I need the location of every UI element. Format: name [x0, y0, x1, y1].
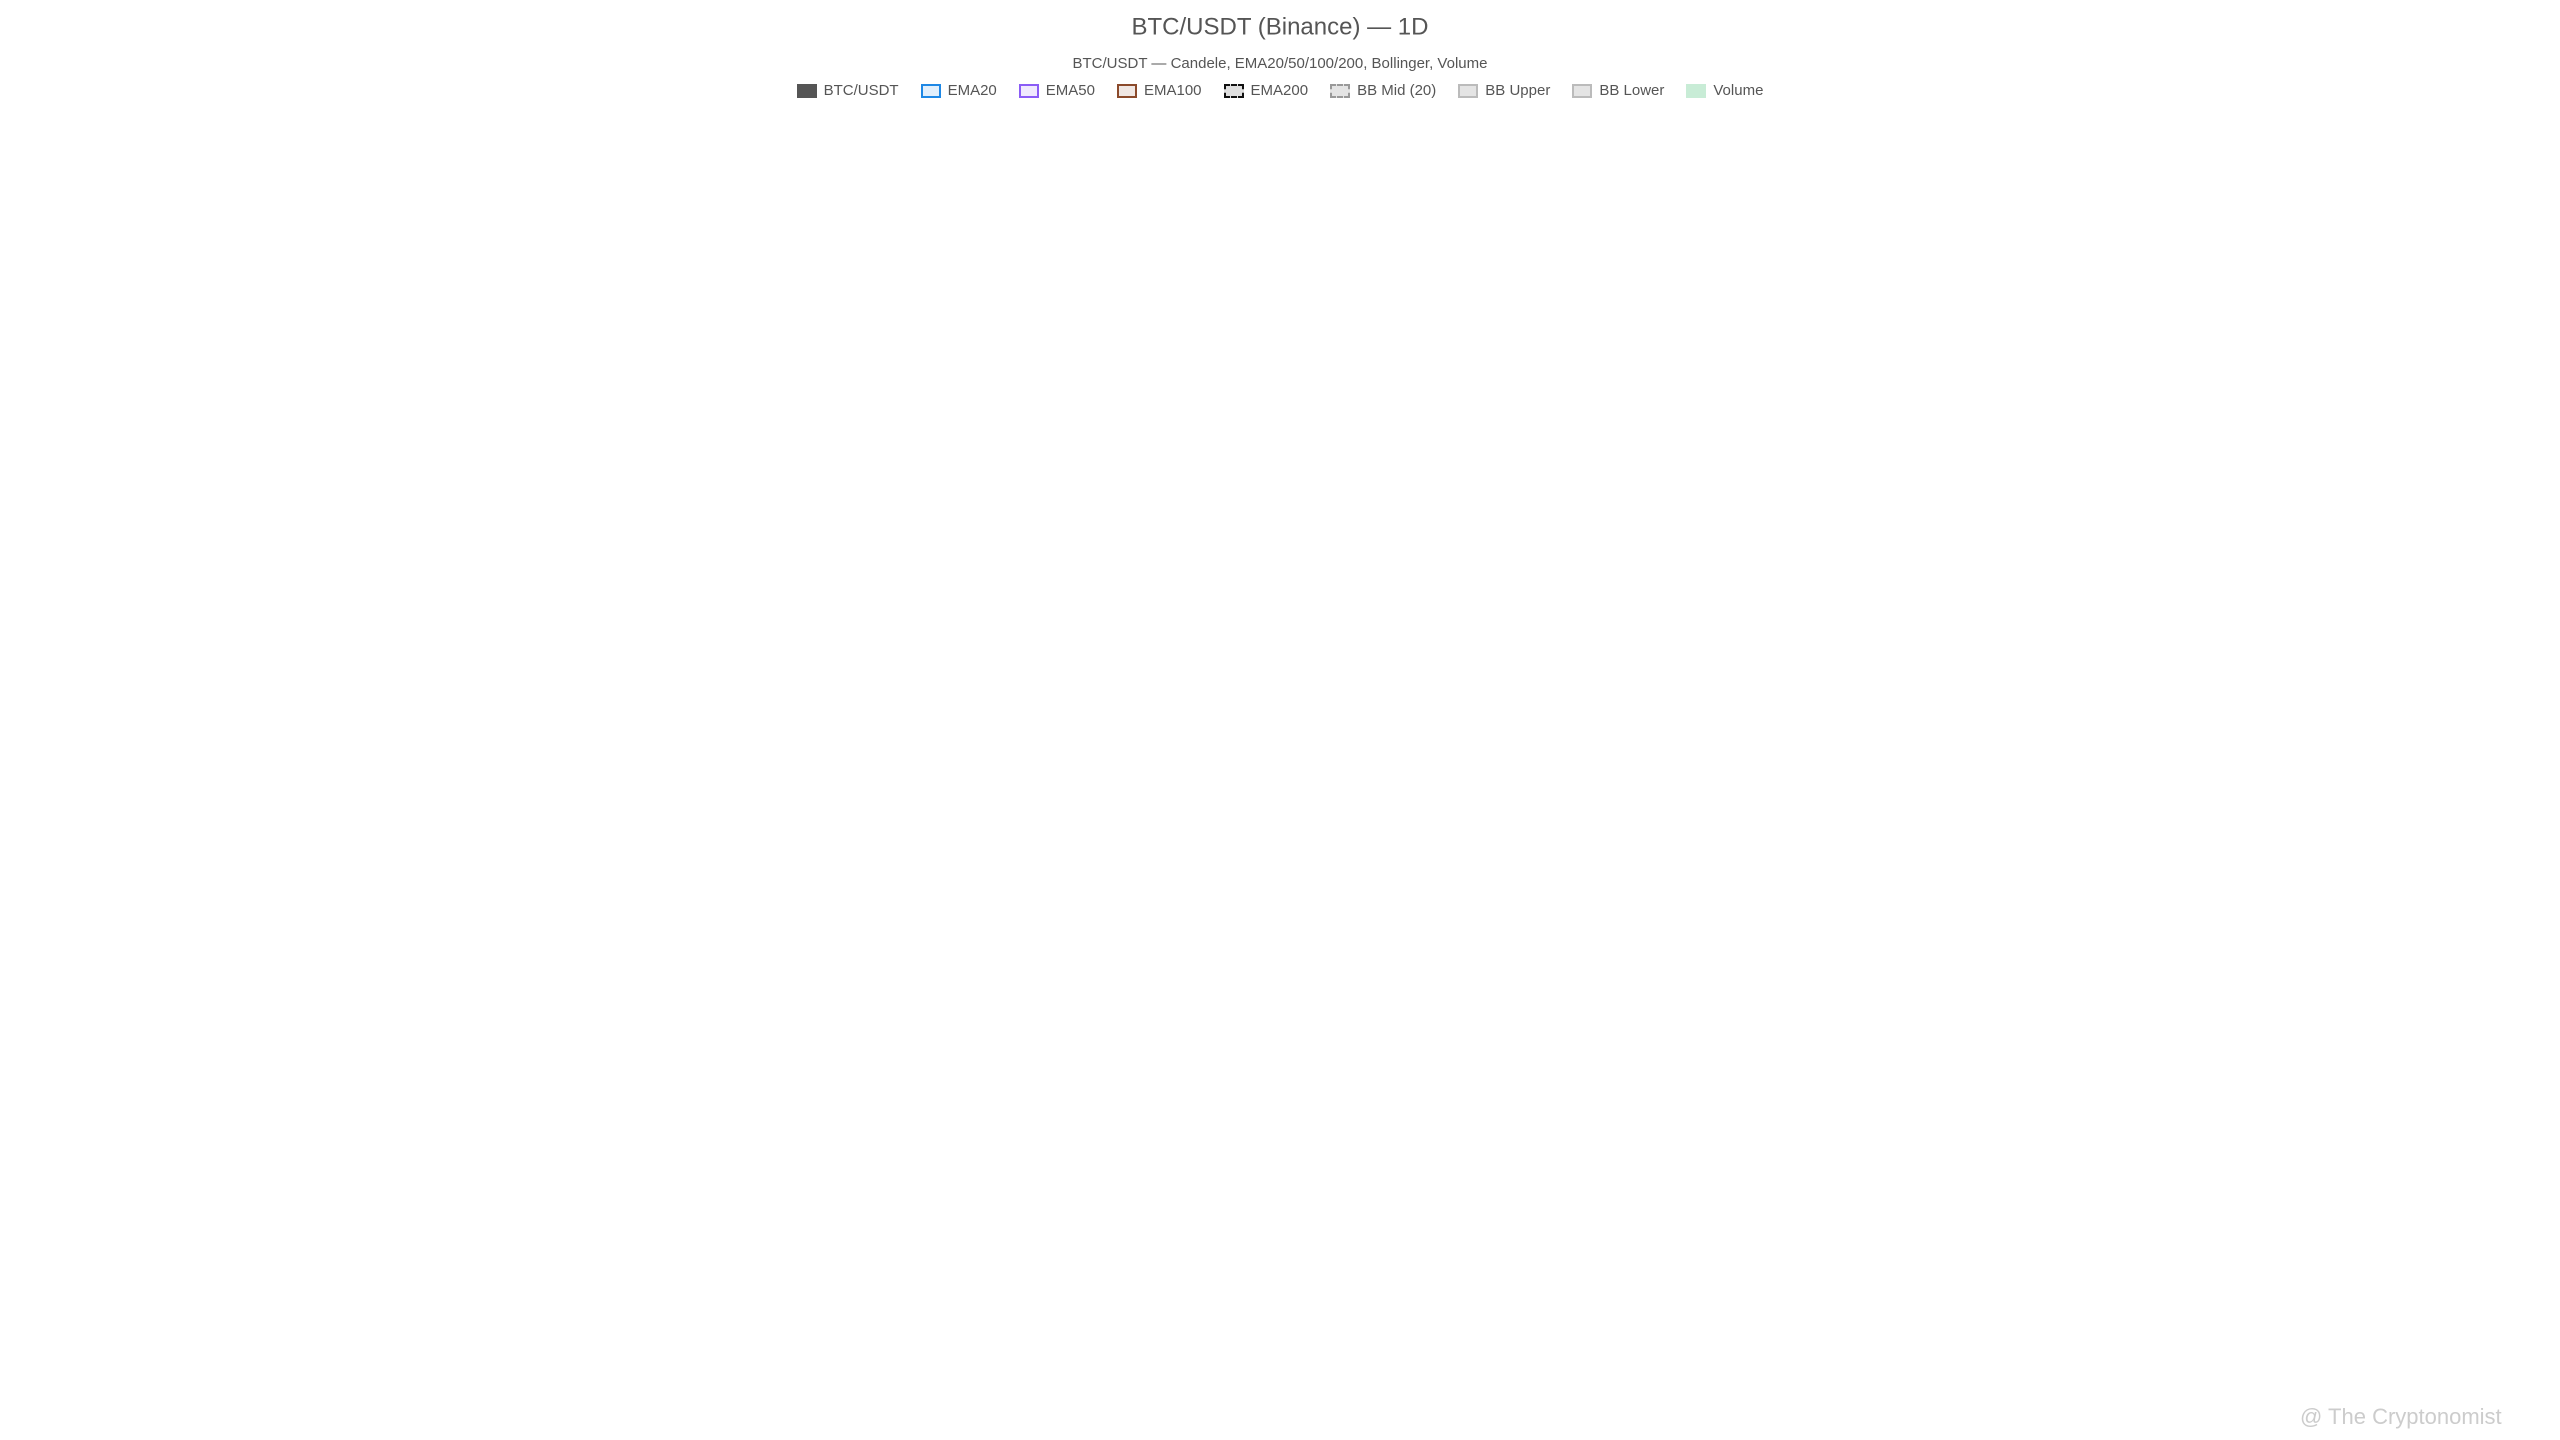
legend-label: BB Lower — [1599, 82, 1665, 99]
chart-title: BTC/USDT (Binance) — 1D — [1132, 13, 1429, 40]
legend-label: EMA200 — [1250, 82, 1309, 99]
legend-item[interactable]: BB Mid (20) — [1330, 82, 1436, 99]
legend-label: BTC/USDT — [823, 82, 899, 99]
legend-item[interactable]: BB Lower — [1572, 82, 1664, 99]
legend-swatch — [796, 83, 817, 98]
legend-item[interactable]: EMA100 — [1116, 82, 1202, 99]
legend-label: EMA20 — [947, 82, 997, 99]
legend-swatch — [1223, 83, 1244, 98]
legend-swatch — [1116, 83, 1137, 98]
legend-label: EMA100 — [1143, 82, 1202, 99]
legend-swatch — [1018, 83, 1039, 98]
chart-subtitle: BTC/USDT — Candele, EMA20/50/100/200, Bo… — [1073, 55, 1488, 72]
legend-swatch — [1330, 83, 1351, 98]
legend-label: BB Upper — [1485, 82, 1551, 99]
legend-item[interactable]: EMA50 — [1018, 82, 1095, 99]
legend-label: EMA50 — [1045, 82, 1095, 99]
legend-item[interactable]: Volume — [1686, 82, 1763, 99]
legend-item[interactable]: BB Upper — [1458, 82, 1550, 99]
watermark: @ The Cryptonomist — [2300, 1404, 2502, 1429]
legend-swatch — [1458, 83, 1479, 98]
legend-label: BB Mid (20) — [1357, 82, 1437, 99]
legend-item[interactable]: EMA200 — [1223, 82, 1309, 99]
legend-item[interactable]: BTC/USDT — [796, 82, 899, 99]
legend-swatch — [1686, 83, 1707, 98]
legend-swatch — [920, 83, 941, 98]
legend-swatch — [1572, 83, 1593, 98]
legend: BTC/USDT EMA20 EMA50 EMA100 EMA200 BB Mid (20… — [0, 82, 2560, 99]
legend-label: Volume — [1713, 82, 1764, 99]
legend-item[interactable]: EMA20 — [920, 82, 997, 99]
